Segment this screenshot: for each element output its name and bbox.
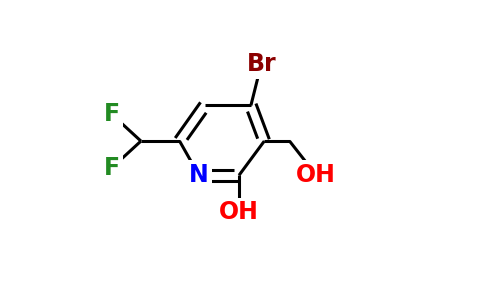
Text: N: N (189, 163, 209, 187)
Text: F: F (104, 102, 120, 126)
Text: Br: Br (246, 52, 276, 76)
Text: OH: OH (296, 163, 336, 187)
Text: OH: OH (219, 200, 259, 224)
Text: F: F (104, 156, 120, 180)
